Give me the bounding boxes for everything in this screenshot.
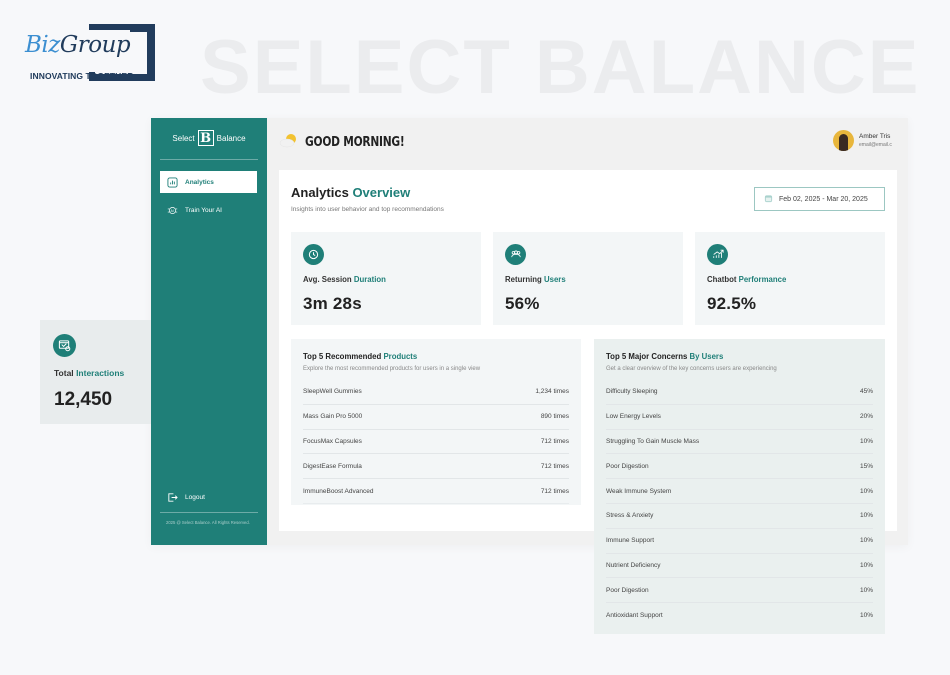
page-title: Analytics Overview (291, 185, 411, 200)
partly-sunny-icon (279, 132, 299, 153)
list-item: Mass Gain Pro 5000 890 times (303, 405, 569, 430)
bar-chart-icon (167, 176, 178, 188)
list-item: Immune Support 10% (606, 529, 873, 554)
list-item: Nutrient Deficiency 10% (606, 554, 873, 579)
chatbot-performance-card: Chatbot Performance 92.5% (695, 232, 885, 325)
stat-label: Returning Users (505, 275, 566, 284)
list-item: ImmuneBoost Advanced 712 times (303, 479, 569, 504)
user-email: email@email.c (859, 142, 892, 148)
stat-value: 3m 28s (303, 294, 362, 313)
list-item: Weak Immune System 10% (606, 479, 873, 504)
logo-tagline: INNOVATING TOGETHER (30, 71, 134, 81)
ai-brain-icon: AI (167, 205, 178, 216)
date-range-picker[interactable]: Feb 02, 2025 - Mar 20, 2025 (754, 187, 885, 211)
stat-value: 92.5% (707, 294, 757, 313)
list-item: Stress & Anxiety 10% (606, 504, 873, 529)
logout-icon (167, 492, 178, 503)
list-item: Poor Digestion 15% (606, 454, 873, 480)
logo-wordmark: BizGroup (25, 32, 131, 58)
list-item: Difficulty Sleeping 45% (606, 380, 873, 405)
list-item: Struggling To Gain Muscle Mass 10% (606, 430, 873, 455)
top-products-panel: Top 5 Recommended Products Explore the m… (291, 339, 581, 505)
sidebar-item-train-your-ai[interactable]: AI Train Your AI (160, 199, 257, 221)
logo-monogram: B (197, 130, 214, 146)
bizgroup-logo: BizGroup INNOVATING TOGETHER (22, 23, 157, 83)
list-item: Low Energy Levels 20% (606, 405, 873, 430)
products-list: SleepWell Gummies 1,234 times Mass Gain P… (303, 380, 569, 504)
stat-label: Avg. Session Duration (303, 275, 386, 284)
page-subtitle: Insights into user behavior and top reco… (291, 206, 444, 213)
select-balance-logo: Select B Balance (172, 130, 246, 146)
user-profile[interactable]: Amber Tris email@email.c (833, 130, 892, 151)
logout-button[interactable]: Logout (160, 486, 257, 508)
returning-users-card: Returning Users 56% (493, 232, 683, 325)
panel-subtitle: Explore the most recommended products fo… (303, 366, 481, 372)
sidebar-divider (160, 159, 258, 160)
avatar (833, 130, 854, 151)
stat-value: 56% (505, 294, 540, 313)
avg-session-duration-card: Avg. Session Duration 3m 28s (291, 232, 481, 325)
user-name: Amber Tris (859, 133, 891, 140)
topbar: GOOD MORNING! Amber Tris email@email.c (267, 118, 908, 170)
stat-label: Chatbot Performance (707, 275, 787, 284)
growth-chart-icon (707, 244, 728, 265)
stat-label: Total Interactions (54, 368, 125, 378)
interactions-icon (53, 334, 76, 357)
list-item: Poor Digestion 10% (606, 578, 873, 604)
clock-icon (303, 244, 324, 265)
stat-value: 12,450 (54, 389, 113, 410)
panel-title: Top 5 Major Concerns By Users (606, 352, 724, 361)
date-range-text: Feb 02, 2025 - Mar 20, 2025 (779, 195, 868, 203)
sidebar-item-analytics[interactable]: Analytics (160, 171, 257, 193)
list-item: DigestEase Formula 712 times (303, 454, 569, 480)
panel-subtitle: Get a clear overview of the key concerns… (606, 366, 777, 372)
logout-label: Logout (185, 493, 205, 501)
concerns-list: Difficulty Sleeping 45% Low Energy Levels… (606, 380, 873, 628)
panel-title: Top 5 Recommended Products (303, 352, 418, 361)
sidebar-item-label: Analytics (185, 178, 214, 186)
copyright: 2025 @ Select Balance. All Rights Reserv… (166, 520, 250, 525)
greeting: GOOD MORNING! (279, 132, 426, 153)
list-item: FocusMax Capsules 712 times (303, 430, 569, 455)
users-icon (505, 244, 526, 265)
watermark-title: SELECT BALANCE (200, 25, 921, 110)
svg-text:AI: AI (171, 208, 174, 212)
calendar-icon (764, 194, 773, 205)
top-concerns-panel: Top 5 Major Concerns By Users Get a clea… (594, 339, 885, 634)
sidebar: Select B Balance Analytics AI Train Your… (151, 118, 267, 545)
sidebar-item-label: Train Your AI (185, 206, 222, 214)
list-item: Antioxidant Support 10% (606, 612, 873, 620)
list-item: SleepWell Gummies 1,234 times (303, 380, 569, 405)
